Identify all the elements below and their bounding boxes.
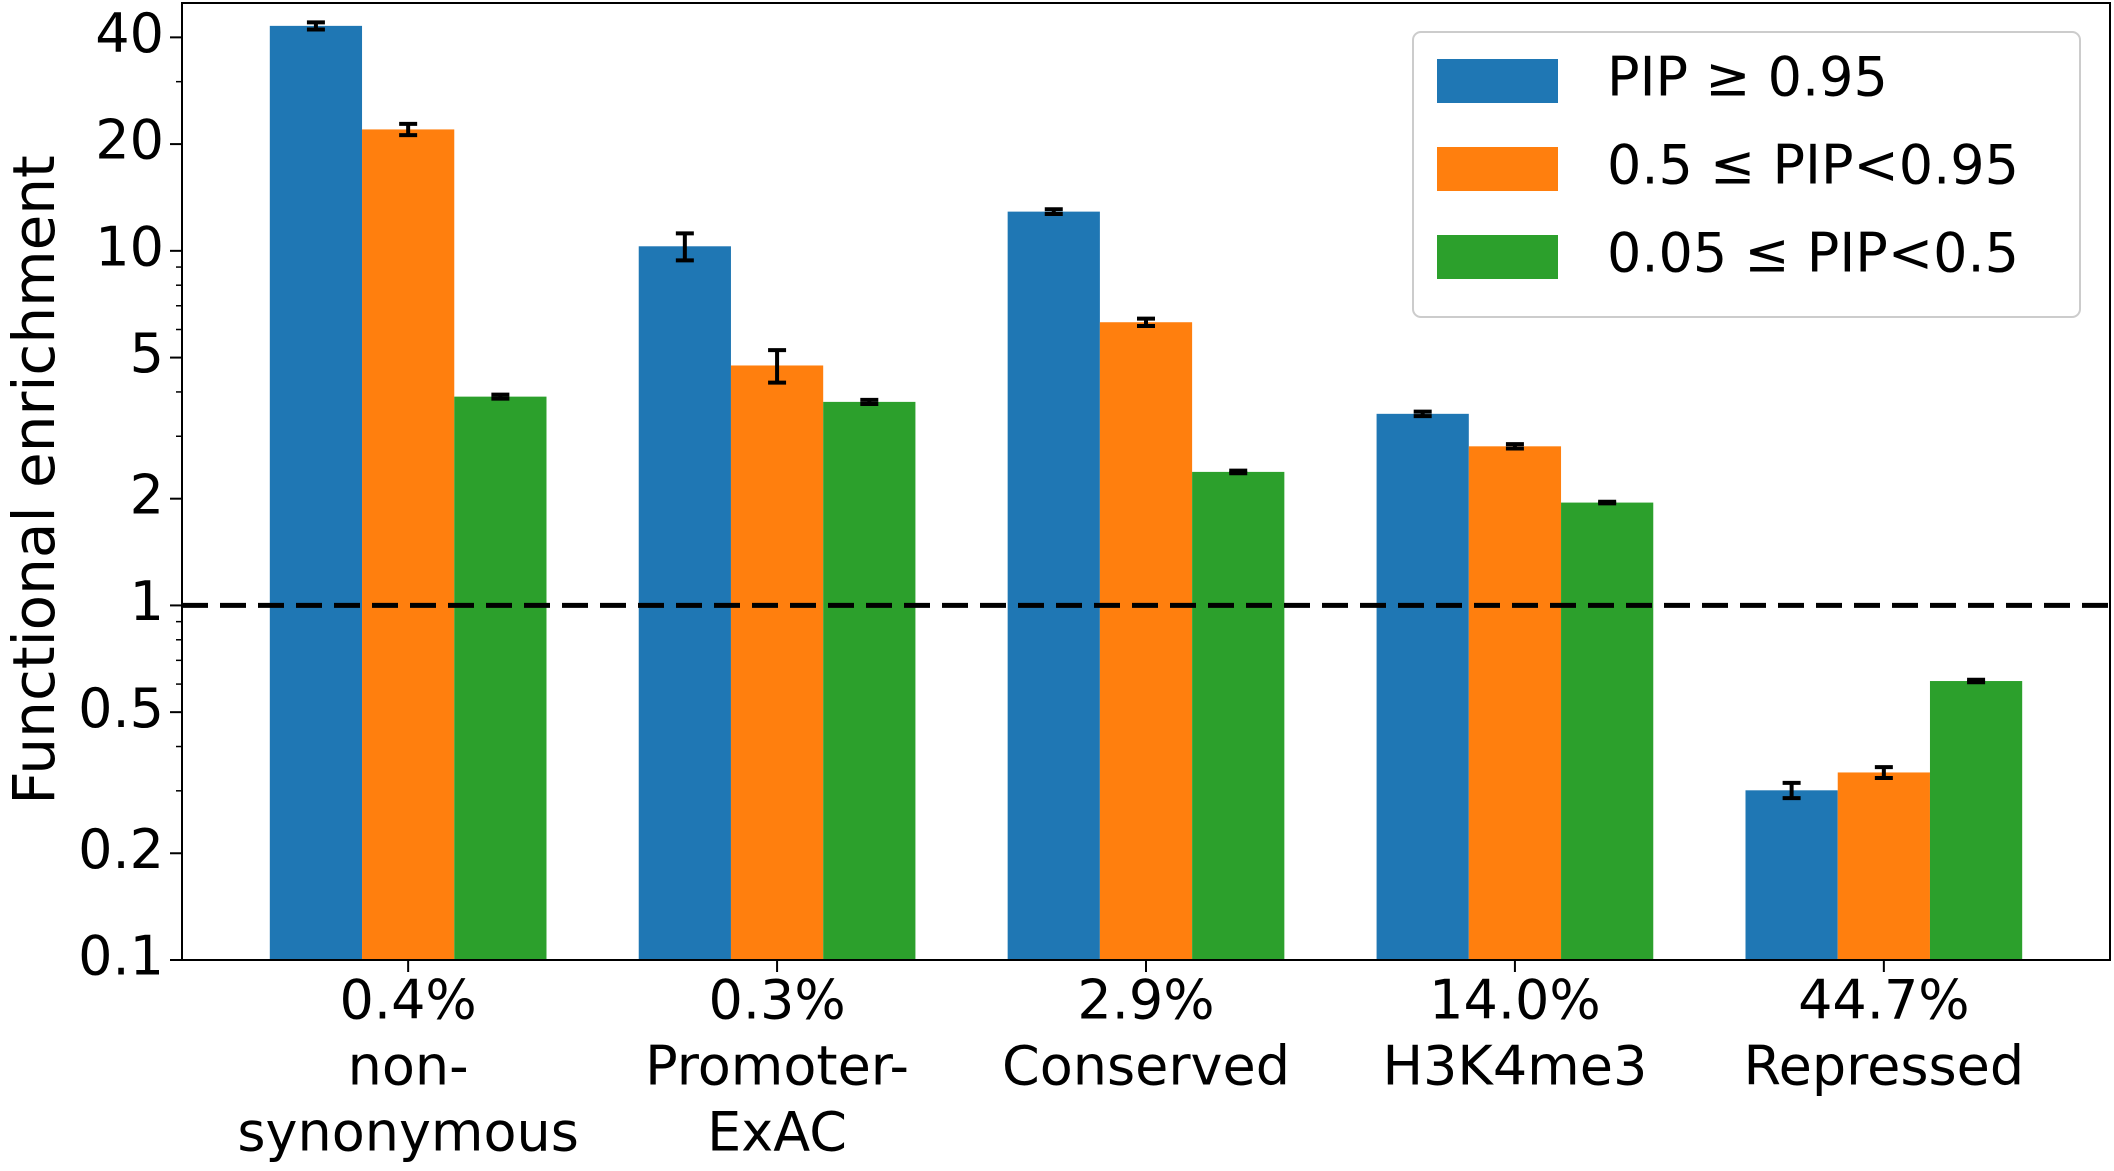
error-bar <box>1044 207 1063 217</box>
error-bar <box>399 121 418 138</box>
x-tick-label: Promoter- <box>645 1035 909 1098</box>
legend-label: PIP ≥ 0.95 <box>1607 46 1888 109</box>
x-tick-label: synonymous <box>237 1101 579 1164</box>
bar <box>1745 790 1838 960</box>
y-axis-label: Functional enrichment <box>0 155 68 805</box>
error-bar <box>860 397 879 406</box>
bar <box>1376 413 1469 960</box>
bar <box>1837 772 1930 960</box>
error-bar <box>1137 316 1155 328</box>
bar <box>1468 446 1562 961</box>
error-bar <box>491 392 510 401</box>
bar <box>823 401 916 960</box>
bar <box>1561 502 1654 960</box>
legend-swatch <box>1437 235 1558 279</box>
legend-swatch <box>1437 147 1558 191</box>
y-tick-label: 2 <box>130 463 164 526</box>
y-tick-label: 20 <box>95 109 164 172</box>
x-tick-label: 0.4% <box>340 969 477 1032</box>
legend-label: 0.05 ≤ PIP<0.5 <box>1607 222 2019 285</box>
x-tick-label: 14.0% <box>1429 969 1601 1032</box>
bar <box>269 25 363 961</box>
error-bar <box>306 20 325 32</box>
x-tick-label: Conserved <box>1002 1035 1290 1098</box>
legend-label: 0.5 ≤ PIP<0.95 <box>1607 134 2019 197</box>
bar <box>362 129 455 961</box>
error-bar <box>1874 765 1893 781</box>
error-bar <box>1782 780 1801 801</box>
bar <box>1007 211 1100 961</box>
x-tick-label: 2.9% <box>1077 969 1214 1032</box>
y-tick-label: 0.1 <box>78 925 164 988</box>
error-bar <box>1598 499 1617 506</box>
error-bar <box>1413 409 1432 419</box>
bar <box>1929 681 2023 960</box>
error-bar <box>1505 442 1524 451</box>
legend-swatch <box>1437 59 1558 103</box>
y-tick-label: 0.2 <box>78 818 164 881</box>
legend-box <box>1412 31 2081 318</box>
x-tick-label: ExAC <box>707 1101 847 1164</box>
bar <box>1192 471 1285 960</box>
x-tick-label: 0.3% <box>708 969 845 1032</box>
x-tick-label: non- <box>348 1035 469 1098</box>
error-bar <box>1967 677 1986 685</box>
bar <box>730 365 824 960</box>
bar <box>1099 322 1193 960</box>
error-bar <box>1229 468 1248 476</box>
error-bar <box>675 231 694 263</box>
x-tick-label: Repressed <box>1744 1035 2025 1098</box>
y-tick-label: 10 <box>95 215 164 278</box>
bar <box>454 396 547 960</box>
error-bar <box>768 348 787 385</box>
y-tick-label: 40 <box>95 2 164 65</box>
y-tick-label: 1 <box>130 570 164 633</box>
x-tick-label: H3K4me3 <box>1382 1035 1647 1098</box>
x-tick-label: 44.7% <box>1798 969 1970 1032</box>
y-tick-label: 0.5 <box>78 677 164 740</box>
y-tick-label: 5 <box>130 322 164 385</box>
